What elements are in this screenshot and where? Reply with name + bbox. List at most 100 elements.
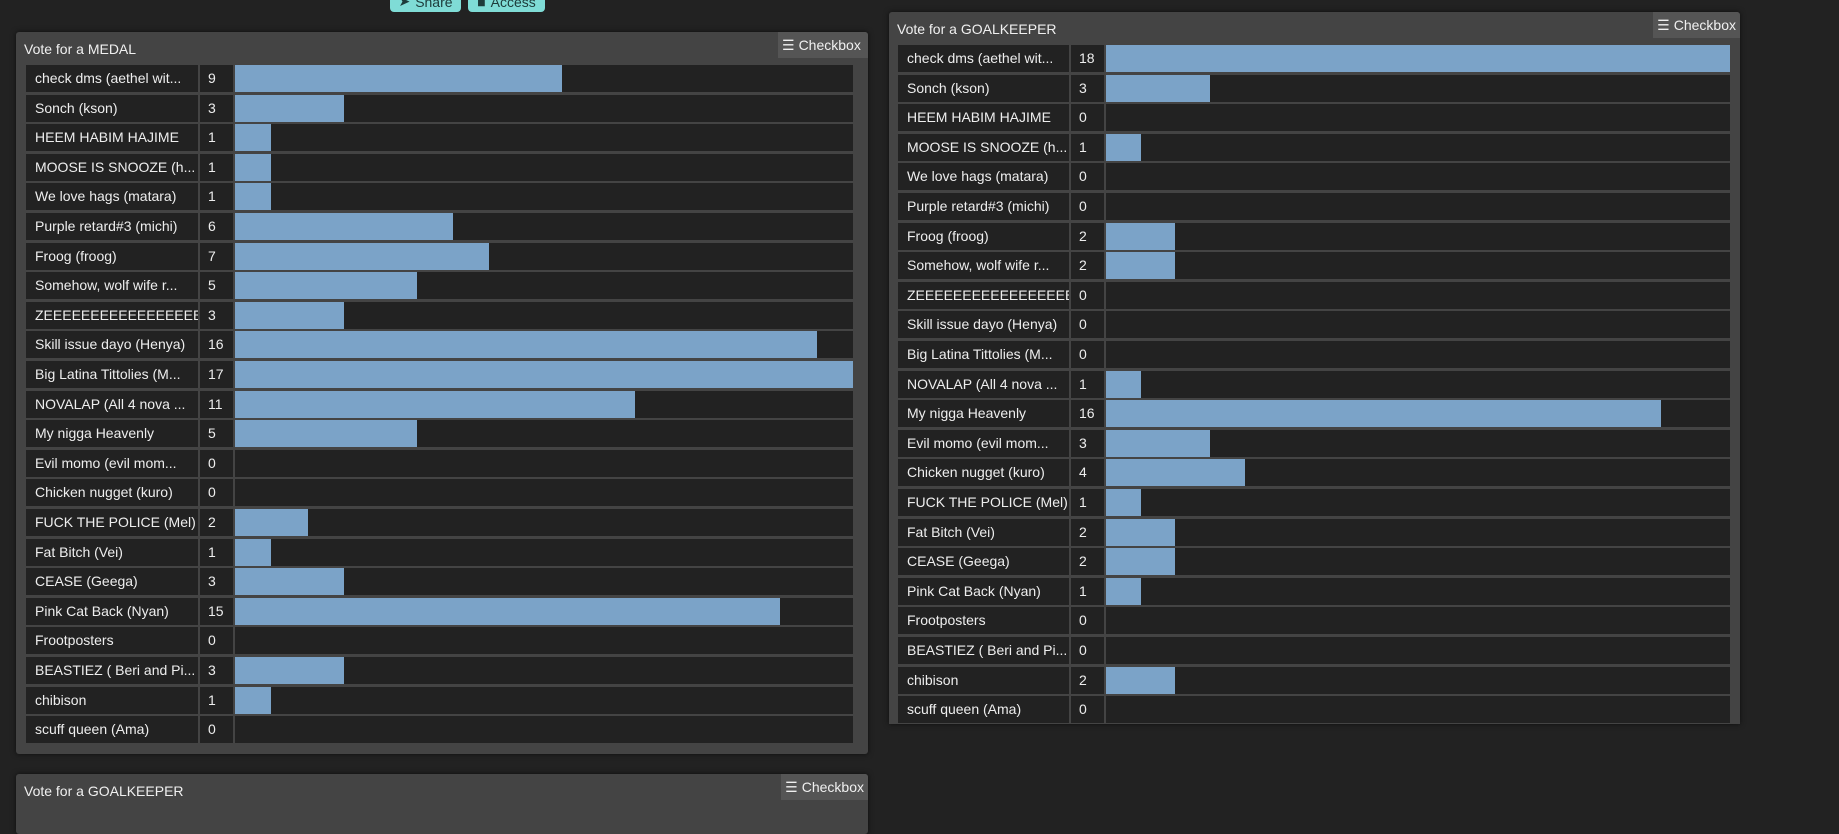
option-name: Pink Cat Back (Nyan) xyxy=(898,577,1069,605)
poll-option-row[interactable]: BEASTIEZ ( Beri and Pi... 0 xyxy=(898,637,1730,664)
poll-option-row[interactable]: We love hags (matara) 1 xyxy=(26,183,853,211)
vote-count: 16 xyxy=(1071,400,1104,428)
poll-option-row[interactable]: We love hags (matara) 0 xyxy=(898,163,1730,191)
poll-option-row[interactable]: My nigga Heavenly 16 xyxy=(898,400,1730,428)
poll-results: check dms (aethel wit... 18 Sonch (kson) 3 H… xyxy=(898,45,1730,724)
vote-bar-track xyxy=(1106,281,1730,309)
poll-option-row[interactable]: My nigga Heavenly 5 xyxy=(26,420,853,448)
option-name: chibison xyxy=(26,686,198,714)
poll-option-row[interactable]: Froog (froog) 7 xyxy=(26,242,853,270)
poll-option-row[interactable]: Big Latina Tittolies (M... 0 xyxy=(898,341,1730,368)
poll-option-row[interactable]: Fat Bitch (Vei) 2 xyxy=(898,518,1730,546)
share-icon: ➤ xyxy=(398,0,411,9)
poll-option-row[interactable]: ZEEEEEEEEEEEEEEEEE... 0 xyxy=(898,281,1730,309)
vote-count: 1 xyxy=(200,124,233,152)
vote-bar xyxy=(1106,577,1141,605)
vote-bar-track xyxy=(1106,666,1730,694)
poll-option-row[interactable]: check dms (aethel wit... 9 xyxy=(26,65,853,92)
poll-option-row[interactable]: ZEEEEEEEEEEEEEEEEE... 3 xyxy=(26,301,853,329)
poll-option-row[interactable]: Evil momo (evil mom... 3 xyxy=(898,429,1730,457)
poll-option-row[interactable]: Purple retard#3 (michi) 6 xyxy=(26,213,853,240)
poll-option-row[interactable]: FUCK THE POLICE (Mel) 2 xyxy=(26,509,853,536)
vote-count: 3 xyxy=(200,301,233,329)
poll-option-row[interactable]: CEASE (Geega) 3 xyxy=(26,568,853,596)
poll-option-row[interactable]: Sonch (kson) 3 xyxy=(898,74,1730,102)
option-name: Chicken nugget (kuro) xyxy=(26,479,198,507)
poll-option-row[interactable]: Skill issue dayo (Henya) 0 xyxy=(898,311,1730,339)
vote-count: 0 xyxy=(1071,104,1104,132)
poll-option-row[interactable]: MOOSE IS SNOOZE (h... 1 xyxy=(26,153,853,181)
list-checkbox-icon: ☰ xyxy=(782,36,795,53)
poll-option-row[interactable]: Purple retard#3 (michi) 0 xyxy=(898,193,1730,220)
vote-bar-track xyxy=(1106,133,1730,161)
vote-bar-track xyxy=(235,183,853,211)
poll-option-row[interactable]: Pink Cat Back (Nyan) 1 xyxy=(898,577,1730,605)
vote-bar xyxy=(1106,518,1176,546)
vote-count: 2 xyxy=(200,509,233,536)
vote-bar xyxy=(235,183,272,211)
poll-option-row[interactable]: chibison 1 xyxy=(26,686,853,714)
vote-bar-track xyxy=(235,716,853,744)
vote-count: 0 xyxy=(1071,607,1104,635)
vote-bar-track xyxy=(1106,222,1730,250)
poll-option-row[interactable]: Sonch (kson) 3 xyxy=(26,94,853,122)
vote-bar xyxy=(1106,370,1141,398)
vote-bar-track xyxy=(235,449,853,477)
poll-option-row[interactable]: Somehow, wolf wife r... 2 xyxy=(898,252,1730,280)
poll-option-row[interactable]: chibison 2 xyxy=(898,666,1730,694)
share-button[interactable]: ➤ Share xyxy=(390,0,461,12)
vote-count: 0 xyxy=(1071,696,1104,724)
vote-bar xyxy=(1106,222,1176,250)
vote-bar xyxy=(235,597,781,625)
poll-option-row[interactable]: Chicken nugget (kuro) 4 xyxy=(898,459,1730,487)
poll-option-row[interactable]: Fat Bitch (Vei) 1 xyxy=(26,538,853,566)
poll-option-row[interactable]: Skill issue dayo (Henya) 16 xyxy=(26,331,853,359)
poll-title: Vote for a GOALKEEPER xyxy=(24,783,184,799)
vote-count: 0 xyxy=(1071,637,1104,664)
vote-bar-track xyxy=(235,597,853,625)
vote-bar xyxy=(235,65,563,92)
vote-bar-track xyxy=(1106,45,1730,72)
checkbox-mode-button[interactable]: ☰ Checkbox xyxy=(1653,12,1740,38)
poll-option-row[interactable]: Big Latina Tittolies (M... 17 xyxy=(26,361,853,388)
vote-count: 2 xyxy=(1071,518,1104,546)
poll-option-row[interactable]: BEASTIEZ ( Beri and Pi... 3 xyxy=(26,657,853,684)
poll-option-row[interactable]: MOOSE IS SNOOZE (h... 1 xyxy=(898,133,1730,161)
poll-option-row[interactable]: CEASE (Geega) 2 xyxy=(898,548,1730,576)
poll-option-row[interactable]: Somehow, wolf wife r... 5 xyxy=(26,272,853,300)
poll-option-row[interactable]: Evil momo (evil mom... 0 xyxy=(26,449,853,477)
poll-option-row[interactable]: NOVALAP (All 4 nova ... 11 xyxy=(26,390,853,418)
checkbox-mode-button[interactable]: ☰ Checkbox xyxy=(778,32,868,58)
poll-option-row[interactable]: Froog (froog) 2 xyxy=(898,222,1730,250)
poll-option-row[interactable]: check dms (aethel wit... 18 xyxy=(898,45,1730,72)
vote-count: 0 xyxy=(200,627,233,655)
vote-count: 2 xyxy=(1071,222,1104,250)
poll-option-row[interactable]: Chicken nugget (kuro) 0 xyxy=(26,479,853,507)
option-name: HEEM HABIM HAJIME xyxy=(898,104,1069,132)
vote-count: 16 xyxy=(200,331,233,359)
vote-bar-track xyxy=(1106,548,1730,576)
vote-count: 2 xyxy=(1071,548,1104,576)
poll-option-row[interactable]: Pink Cat Back (Nyan) 15 xyxy=(26,597,853,625)
poll-option-row[interactable]: FUCK THE POLICE (Mel) 1 xyxy=(898,489,1730,516)
access-button[interactable]: ■ Access xyxy=(468,0,545,12)
vote-bar-track xyxy=(235,331,853,359)
checkbox-mode-button[interactable]: ☰ Checkbox xyxy=(781,774,868,800)
poll-option-row[interactable]: Frootposters 0 xyxy=(898,607,1730,635)
poll-option-row[interactable]: Frootposters 0 xyxy=(26,627,853,655)
vote-count: 0 xyxy=(1071,163,1104,191)
poll-option-row[interactable]: HEEM HABIM HAJIME 1 xyxy=(26,124,853,152)
poll-option-row[interactable]: scuff queen (Ama) 0 xyxy=(26,716,853,744)
poll-option-row[interactable]: HEEM HABIM HAJIME 0 xyxy=(898,104,1730,132)
vote-bar-track xyxy=(1106,518,1730,546)
option-name: Evil momo (evil mom... xyxy=(898,429,1069,457)
option-name: Chicken nugget (kuro) xyxy=(898,459,1069,487)
option-name: Purple retard#3 (michi) xyxy=(898,193,1069,220)
vote-count: 1 xyxy=(1071,489,1104,516)
vote-bar xyxy=(1106,489,1141,516)
poll-option-row[interactable]: scuff queen (Ama) 0 xyxy=(898,696,1730,724)
poll-option-row[interactable]: NOVALAP (All 4 nova ... 1 xyxy=(898,370,1730,398)
vote-count: 18 xyxy=(1071,45,1104,72)
vote-bar-track xyxy=(1106,637,1730,664)
option-name: Sonch (kson) xyxy=(898,74,1069,102)
